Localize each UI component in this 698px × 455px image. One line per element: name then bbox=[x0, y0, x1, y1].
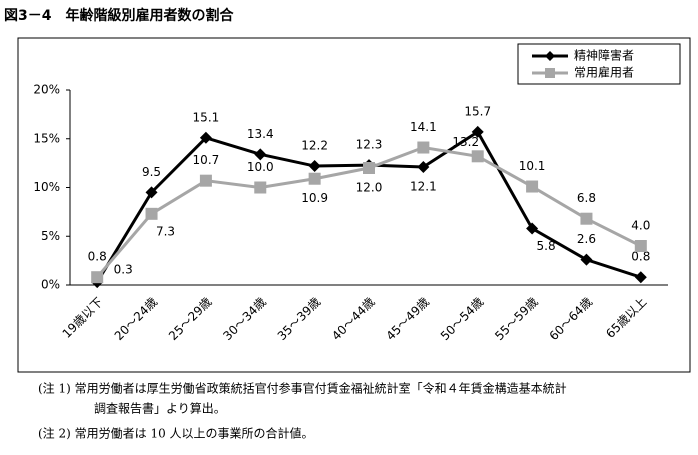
marker bbox=[471, 125, 484, 138]
data-label: 6.8 bbox=[577, 191, 596, 205]
x-tick-label: 45～49歳 bbox=[383, 295, 431, 343]
x-tick-label: 40～44歳 bbox=[329, 295, 377, 343]
data-label: 10.9 bbox=[301, 191, 328, 205]
note: (注 2) 常用労働者は 10 人以上の事業所の合計値。 bbox=[38, 426, 314, 441]
marker bbox=[145, 207, 158, 220]
x-tick-label: 65歳以上 bbox=[603, 295, 649, 341]
marker bbox=[580, 212, 593, 225]
data-label: 5.8 bbox=[537, 239, 556, 253]
y-tick-label: 15% bbox=[33, 131, 60, 145]
marker bbox=[526, 222, 539, 235]
note: 調査報告書」より算出。 bbox=[94, 401, 226, 416]
note: (注 1) 常用労働者は厚生労働省政策統括官付参事官付賃金福祉統計室「令和４年賃… bbox=[38, 381, 567, 396]
data-label: 0.8 bbox=[88, 250, 107, 264]
x-tick-label: 35～39歳 bbox=[275, 295, 323, 343]
y-tick-label: 10% bbox=[33, 180, 60, 194]
legend-marker bbox=[545, 68, 555, 78]
marker bbox=[199, 174, 212, 187]
data-label: 4.0 bbox=[631, 219, 650, 233]
data-label: 12.0 bbox=[356, 181, 383, 195]
x-tick-label: 20～24歳 bbox=[112, 295, 160, 343]
marker bbox=[254, 148, 267, 161]
data-label: 14.1 bbox=[410, 120, 437, 134]
data-label: 9.5 bbox=[142, 165, 161, 179]
marker bbox=[417, 161, 430, 174]
marker bbox=[634, 271, 647, 284]
line bbox=[95, 129, 642, 283]
y-tick-label: 0% bbox=[41, 278, 60, 292]
legend-marker bbox=[545, 51, 555, 61]
y-tick-label: 5% bbox=[41, 229, 60, 243]
marker bbox=[634, 240, 647, 252]
marker bbox=[199, 131, 212, 144]
data-label: 13.2 bbox=[452, 135, 479, 149]
data-label: 10.0 bbox=[247, 160, 274, 174]
legend-label: 常用雇用者 bbox=[574, 65, 634, 80]
marker bbox=[308, 160, 321, 173]
x-tick-label: 19歳以下 bbox=[60, 295, 106, 341]
legend-label: 精神障害者 bbox=[574, 48, 634, 63]
data-label: 7.3 bbox=[156, 224, 175, 238]
y-tick-label: 20% bbox=[33, 83, 60, 97]
data-label: 12.1 bbox=[410, 180, 437, 194]
x-tick-label: 55～59歳 bbox=[492, 295, 540, 343]
marker bbox=[308, 172, 321, 185]
data-label: 12.3 bbox=[356, 138, 383, 152]
chart-frame bbox=[17, 37, 691, 373]
x-tick-label: 50～54歳 bbox=[438, 295, 486, 343]
x-tick-label: 60～64歳 bbox=[547, 295, 595, 343]
x-tick-label: 25～29歳 bbox=[166, 295, 214, 343]
marker bbox=[526, 180, 539, 193]
marker bbox=[91, 271, 104, 284]
x-tick-label: 30～34歳 bbox=[220, 295, 268, 343]
data-label: 10.1 bbox=[519, 159, 546, 173]
data-label: 13.4 bbox=[247, 127, 274, 141]
data-label: 0.3 bbox=[114, 263, 133, 277]
marker bbox=[254, 181, 267, 194]
marker bbox=[363, 162, 375, 174]
data-label: 0.8 bbox=[631, 250, 650, 264]
data-label: 15.1 bbox=[193, 110, 220, 124]
data-label: 15.7 bbox=[464, 104, 491, 118]
data-label: 12.2 bbox=[301, 139, 328, 153]
data-label: 2.6 bbox=[577, 232, 596, 246]
marker bbox=[145, 186, 158, 199]
chart-title: 図3－4 年齢階級別雇用者数の割合 bbox=[4, 7, 234, 24]
marker bbox=[580, 253, 593, 266]
marker bbox=[471, 150, 484, 163]
data-label: 10.7 bbox=[193, 153, 220, 167]
marker bbox=[417, 141, 430, 154]
